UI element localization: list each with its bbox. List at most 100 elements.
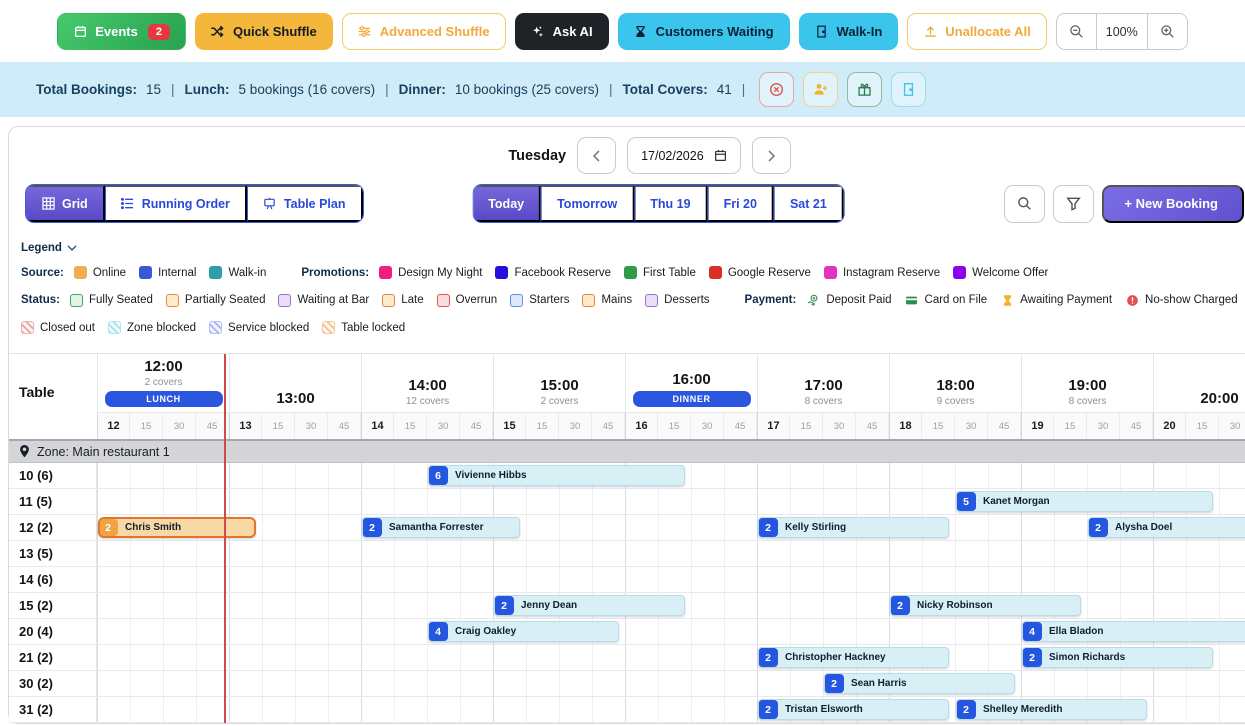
ask-ai-label: Ask AI: [552, 24, 593, 39]
walk-in-small-button[interactable]: [891, 72, 927, 107]
quick-shuffle-button[interactable]: Quick Shuffle: [194, 13, 333, 50]
zone-header-row[interactable]: Zone: Main restaurant 1: [9, 439, 1245, 463]
events-button[interactable]: Events 2: [57, 13, 186, 50]
ask-ai-button[interactable]: Ask AI: [514, 13, 609, 50]
booking-simon-richards[interactable]: 2 Simon Richards: [1022, 647, 1213, 668]
minute-cell-hour: 17: [757, 413, 790, 439]
table-row: 14 (6): [9, 567, 1245, 593]
booking-vivienne-hibbs[interactable]: 6 Vivienne Hibbs: [428, 465, 685, 486]
filter-button[interactable]: [1053, 184, 1095, 223]
legend-item-label: Welcome Offer: [972, 266, 1049, 279]
hour-label: 17:00: [804, 377, 843, 394]
list-icon: [121, 197, 135, 211]
booking-christopher-hackney[interactable]: 2 Christopher Hackney: [758, 647, 949, 668]
chevron-right-icon: [765, 149, 777, 162]
color-swatch: [73, 266, 87, 279]
legend-item-mains: Mains: [582, 293, 632, 307]
minute-cell-hour: 15: [493, 413, 526, 439]
legend-item-label: Design My Night: [398, 266, 483, 279]
view-tab-running-order[interactable]: Running Order: [104, 185, 247, 222]
color-swatch: [379, 266, 393, 279]
hour-label: 20:00: [1200, 390, 1239, 407]
booking-grid-card: Tuesday 17/02/2026 Grid Running Order Tabl…: [8, 126, 1245, 724]
booking-tristan-elsworth[interactable]: 2 Tristan Elsworth: [758, 699, 949, 720]
legend-item-partially-seated: Partially Seated: [165, 293, 266, 307]
grid-icon: [41, 197, 55, 211]
booking-chris-smith[interactable]: 2 Chris Smith: [98, 517, 256, 538]
day-tab-sat-21[interactable]: Sat 21: [773, 185, 844, 222]
color-swatch: [953, 266, 967, 279]
booking-guest-name: Kanet Morgan: [983, 496, 1050, 507]
minute-cell-hour: 12: [97, 413, 130, 439]
zoom-level-value: 100%: [1095, 14, 1148, 49]
closed-out-button[interactable]: [759, 72, 795, 107]
search-button[interactable]: [1004, 184, 1046, 223]
booking-alysha-doel[interactable]: 2 Alysha Doel: [1088, 517, 1245, 538]
hour-covers-label: 8 covers: [1068, 396, 1107, 407]
minute-cell: 45: [988, 413, 1021, 439]
day-tab-tomorrow[interactable]: Tomorrow: [541, 185, 635, 222]
covers-badge: 2: [495, 596, 514, 615]
minute-cell: 30: [163, 413, 196, 439]
next-day-button[interactable]: [751, 137, 791, 174]
zoom-control-group: 100%: [1055, 13, 1188, 50]
legend-item-instagram-reserve: Instagram Reserve: [823, 266, 940, 279]
zoom-out-button[interactable]: [1056, 14, 1096, 49]
advanced-shuffle-button[interactable]: Advanced Shuffle: [341, 13, 506, 50]
legend-status-payment-row: Status: Fully Seated Partially Seated Waiti…: [21, 293, 1245, 307]
summary-icon-buttons: [759, 72, 927, 107]
booking-shelley-meredith[interactable]: 2 Shelley Meredith: [956, 699, 1147, 720]
minute-cell-hour: 13: [229, 413, 262, 439]
legend-item-desserts: Desserts: [645, 293, 710, 307]
minute-cell: 45: [724, 413, 757, 439]
zone-label: Zone: Main restaurant 1: [37, 444, 170, 459]
booking-craig-oakley[interactable]: 4 Craig Oakley: [428, 621, 619, 642]
minute-cell: 45: [328, 413, 361, 439]
status-swatch: [582, 293, 596, 307]
booking-samantha-forrester[interactable]: 2 Samantha Forrester: [362, 517, 520, 538]
booking-nicky-robinson[interactable]: 2 Nicky Robinson: [890, 595, 1081, 616]
sliders-icon: [358, 25, 372, 39]
day-tab-thu-19[interactable]: Thu 19: [634, 185, 708, 222]
booking-ella-bladon[interactable]: 4 Ella Bladon: [1022, 621, 1245, 642]
minute-cell: 45: [856, 413, 889, 439]
status-swatch: [165, 293, 179, 307]
legend-item-label: Waiting at Bar: [297, 294, 370, 306]
new-booking-button[interactable]: + New Booking: [1102, 184, 1244, 223]
color-swatch: [495, 266, 509, 279]
view-tab-table-plan[interactable]: Table Plan: [246, 185, 363, 222]
booking-kanet-morgan[interactable]: 5 Kanet Morgan: [956, 491, 1213, 512]
total-covers-label: Total Covers:: [622, 82, 708, 97]
filter-funnel-icon: [1066, 196, 1082, 211]
date-input[interactable]: 17/02/2026: [627, 137, 741, 174]
chevron-left-icon: [591, 149, 603, 162]
view-tab-label: Grid: [62, 196, 88, 211]
day-tab-today[interactable]: Today: [473, 185, 542, 222]
unallocate-all-button[interactable]: Unallocate All: [907, 13, 1047, 50]
easel-icon: [263, 197, 277, 211]
zoom-in-button[interactable]: [1147, 14, 1187, 49]
booking-kelly-stirling[interactable]: 2 Kelly Stirling: [758, 517, 949, 538]
service-badge-dinner: DINNER: [632, 391, 751, 407]
gift-button[interactable]: [847, 72, 883, 107]
previous-day-button[interactable]: [577, 137, 617, 174]
view-tab-grid[interactable]: Grid: [26, 185, 105, 222]
legend-item-label: Partially Seated: [184, 294, 266, 306]
hour-header-18: 18:00 9 covers: [890, 354, 1022, 412]
circle-x-icon: [769, 82, 784, 97]
day-tab-fri-20[interactable]: Fri 20: [707, 185, 774, 222]
booking-sean-harris[interactable]: 2 Sean Harris: [824, 673, 1015, 694]
booking-guest-name: Craig Oakley: [455, 626, 517, 637]
day-tab-label: Tomorrow: [557, 196, 618, 211]
date-value: 17/02/2026: [641, 148, 704, 163]
legend-item-label: Online: [92, 266, 127, 279]
booking-jenny-dean[interactable]: 2 Jenny Dean: [494, 595, 685, 616]
legend-toggle[interactable]: Legend: [21, 242, 77, 254]
booking-guest-name: Christopher Hackney: [785, 652, 886, 663]
walk-in-button[interactable]: Walk-In: [798, 13, 899, 50]
add-guest-button[interactable]: [803, 72, 839, 107]
legend-item-label: Desserts: [664, 294, 710, 306]
color-swatch: [823, 266, 837, 279]
hour-header-17: 17:00 8 covers: [758, 354, 890, 412]
customers-waiting-button[interactable]: Customers Waiting: [617, 13, 790, 50]
